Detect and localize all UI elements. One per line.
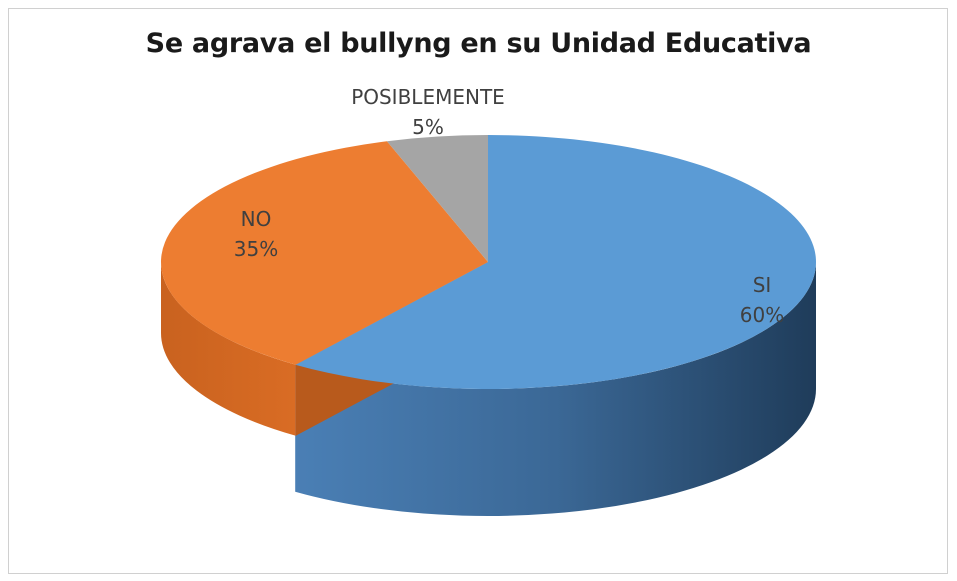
data-label-percent-si: 60% — [740, 303, 784, 327]
data-label-percent-posiblemente: 5% — [412, 115, 444, 139]
data-label-posiblemente: POSIBLEMENTE — [351, 85, 505, 109]
slice-posiblemente — [386, 135, 488, 262]
data-label-no: NO — [241, 207, 272, 231]
slice-side-si — [295, 262, 817, 516]
data-label-percent-no: 35% — [234, 237, 278, 261]
slice-si — [295, 135, 817, 389]
data-label-si: SI — [753, 273, 772, 297]
slice-side-no — [161, 262, 296, 436]
chart-title: Se agrava el bullyng en su Unidad Educat… — [145, 28, 812, 59]
slice-no — [161, 141, 488, 365]
label-group: SI 60% NO 35% POSIBLEMENTE 5% — [234, 85, 784, 327]
pie-group — [161, 135, 817, 516]
